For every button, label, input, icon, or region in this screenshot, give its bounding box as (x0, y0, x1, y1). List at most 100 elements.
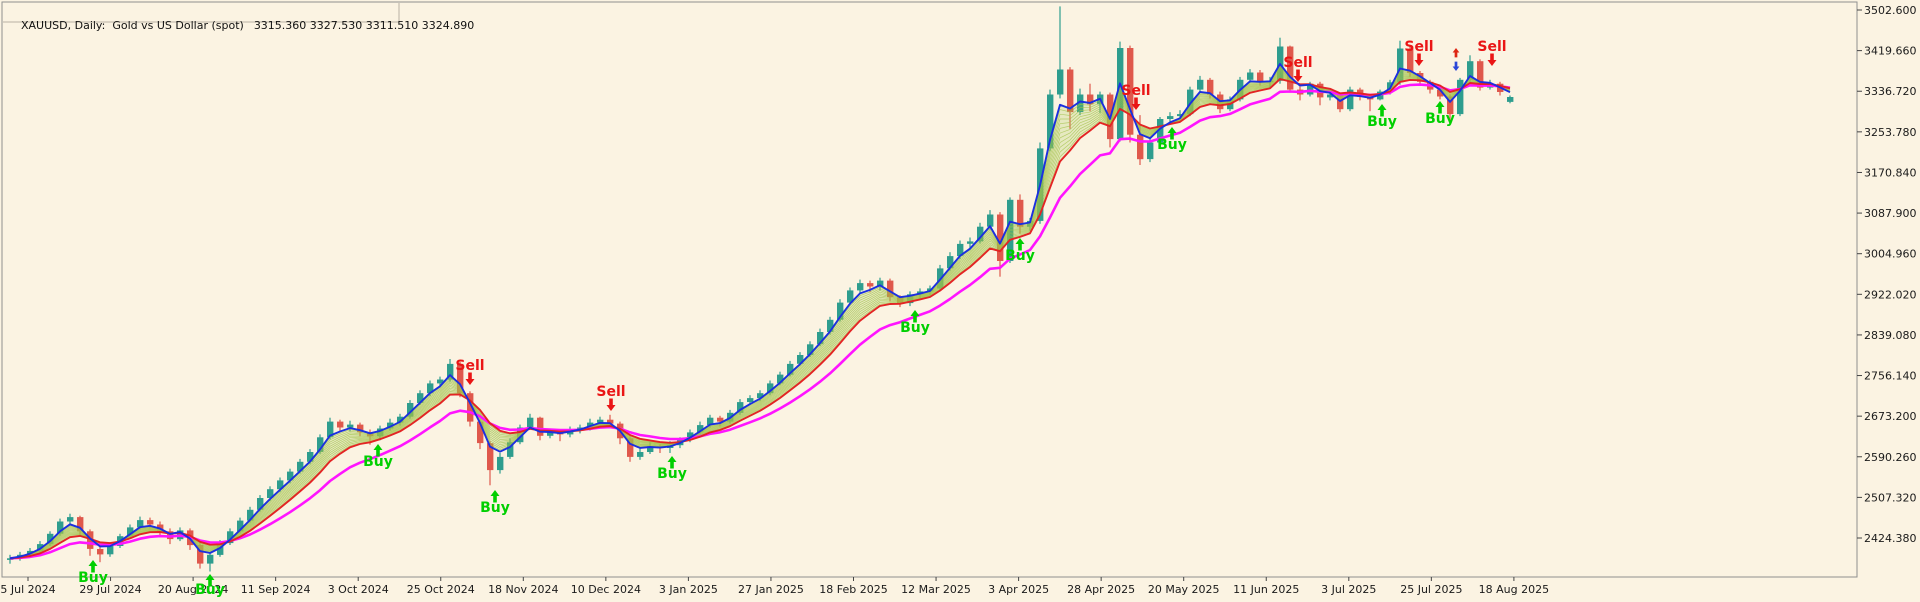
candle-body (987, 214, 994, 227)
candle-body (1397, 48, 1404, 83)
buy-signal-label: Buy (1157, 137, 1187, 153)
price-tick-label: 2839.080 (1864, 329, 1917, 342)
buy-signal-label: Buy (900, 320, 930, 336)
sell-arrow-icon (465, 372, 475, 385)
sell-signal-label: Sell (596, 384, 625, 400)
date-tick-label: 25 Oct 2024 (407, 583, 475, 596)
buy-arrow-icon (205, 574, 215, 587)
candle-body (97, 549, 104, 555)
signal-marker-sell: Sell (455, 358, 485, 385)
ma-ribbon-line (9, 73, 1511, 559)
candle-body (467, 393, 474, 422)
signal-marker-buy: Buy (657, 456, 687, 482)
candle-body (457, 363, 464, 394)
candle-body (1327, 94, 1334, 98)
buy-arrow-icon (1377, 104, 1387, 117)
buy-arrow-icon (373, 444, 383, 457)
date-tick-label: 20 May 2025 (1148, 583, 1220, 596)
buy-arrow-icon (910, 310, 920, 323)
buy-arrow-icon (490, 490, 500, 503)
candle-body (1147, 142, 1154, 160)
candle-body (647, 446, 654, 452)
date-tick-label: 27 Jan 2025 (738, 583, 804, 596)
chart-frame (1, 1, 1858, 578)
candle-body (1057, 69, 1064, 95)
date-tick-label: 12 Mar 2025 (901, 583, 971, 596)
candle-body (397, 416, 404, 423)
candle-body (1247, 72, 1254, 80)
ma-ribbon-line (9, 76, 1511, 559)
up-alert-arrow-icon (1452, 48, 1460, 58)
chart-title: XAUUSD, Daily: Gold vs US Dollar (spot) 3… (7, 6, 474, 45)
price-scale[interactable]: 3502.600 3419.660 3336.720 3253.780 3170.840… (1857, 4, 1917, 545)
candle-body (1127, 48, 1134, 135)
time-scale[interactable]: 5 Jul 2024 29 Jul 2024 20 Aug 2024 11 Sep 2… (0, 577, 1549, 596)
date-tick-label: 3 Jan 2025 (659, 583, 718, 596)
candle-body (627, 438, 634, 457)
buy-signal-label: Buy (1005, 248, 1035, 264)
signal-marker-sell: Sell (596, 384, 626, 411)
price-tick-label: 2922.020 (1864, 288, 1917, 301)
candle-body (737, 402, 744, 413)
symbol-period-label: XAUUSD, Daily: Gold vs US Dollar (spot) (21, 19, 244, 32)
candle-body (507, 442, 514, 457)
candle-body (1017, 199, 1024, 227)
price-tick-label: 3502.600 (1864, 4, 1917, 17)
candle-body (247, 509, 254, 521)
candle-body (997, 214, 1004, 261)
signal-marker-buy: Buy (78, 560, 108, 586)
candle-body (757, 393, 764, 399)
candle-body (817, 332, 824, 345)
candle-body (1117, 48, 1124, 140)
ma-ribbon-line (9, 77, 1511, 559)
date-tick-label: 18 Feb 2025 (819, 583, 887, 596)
candle-body (477, 421, 484, 444)
sell-arrow-icon (1487, 53, 1497, 66)
slow-ma-line (9, 83, 1511, 560)
candle-body (957, 243, 964, 257)
candle-body (887, 280, 894, 298)
candle-body (697, 425, 704, 433)
candle-body (777, 374, 784, 384)
sell-arrow-icon (1293, 69, 1303, 82)
candle-body (227, 531, 234, 544)
date-tick-label: 25 Jul 2025 (1400, 583, 1462, 596)
ma-ribbon-line (9, 74, 1511, 559)
candle-body (1477, 61, 1484, 88)
candle-body (1077, 94, 1084, 113)
candle-body (287, 471, 294, 481)
candle-body (127, 527, 134, 537)
ma-ribbon-line (9, 69, 1511, 559)
candle-body (1457, 79, 1464, 115)
candle-body (1137, 134, 1144, 160)
mid-ma-line (9, 78, 1511, 560)
candle-body (1087, 94, 1094, 105)
signal-marker-buy: Buy (195, 574, 225, 598)
candle-body (607, 419, 614, 424)
candle-body (267, 489, 274, 498)
candle-body (317, 437, 324, 452)
candle-body (837, 302, 844, 320)
candle-body (237, 520, 244, 532)
candle-body (487, 443, 494, 471)
candle-body (1447, 96, 1454, 115)
candle-body (357, 424, 364, 433)
price-tick-label: 2756.140 (1864, 370, 1917, 383)
date-tick-label: 11 Jun 2025 (1233, 583, 1299, 596)
date-tick-label: 11 Sep 2024 (241, 583, 311, 596)
candle-body (1197, 79, 1204, 90)
candle-body (47, 533, 54, 545)
candle-body (1177, 114, 1184, 117)
ma-ribbon-fill (10, 63, 1510, 559)
candle-body (637, 452, 644, 457)
signal-marker-sell: Sell (1121, 83, 1151, 110)
price-tick-label: 3170.840 (1864, 166, 1917, 179)
candle-body (347, 424, 354, 428)
price-tick-label: 3253.780 (1864, 126, 1917, 139)
candle-body (1287, 46, 1294, 90)
down-alert-arrow-icon (1452, 61, 1460, 71)
candle-body (787, 363, 794, 375)
signal-marker-buy: Buy (1005, 238, 1035, 264)
candle-body (747, 398, 754, 402)
